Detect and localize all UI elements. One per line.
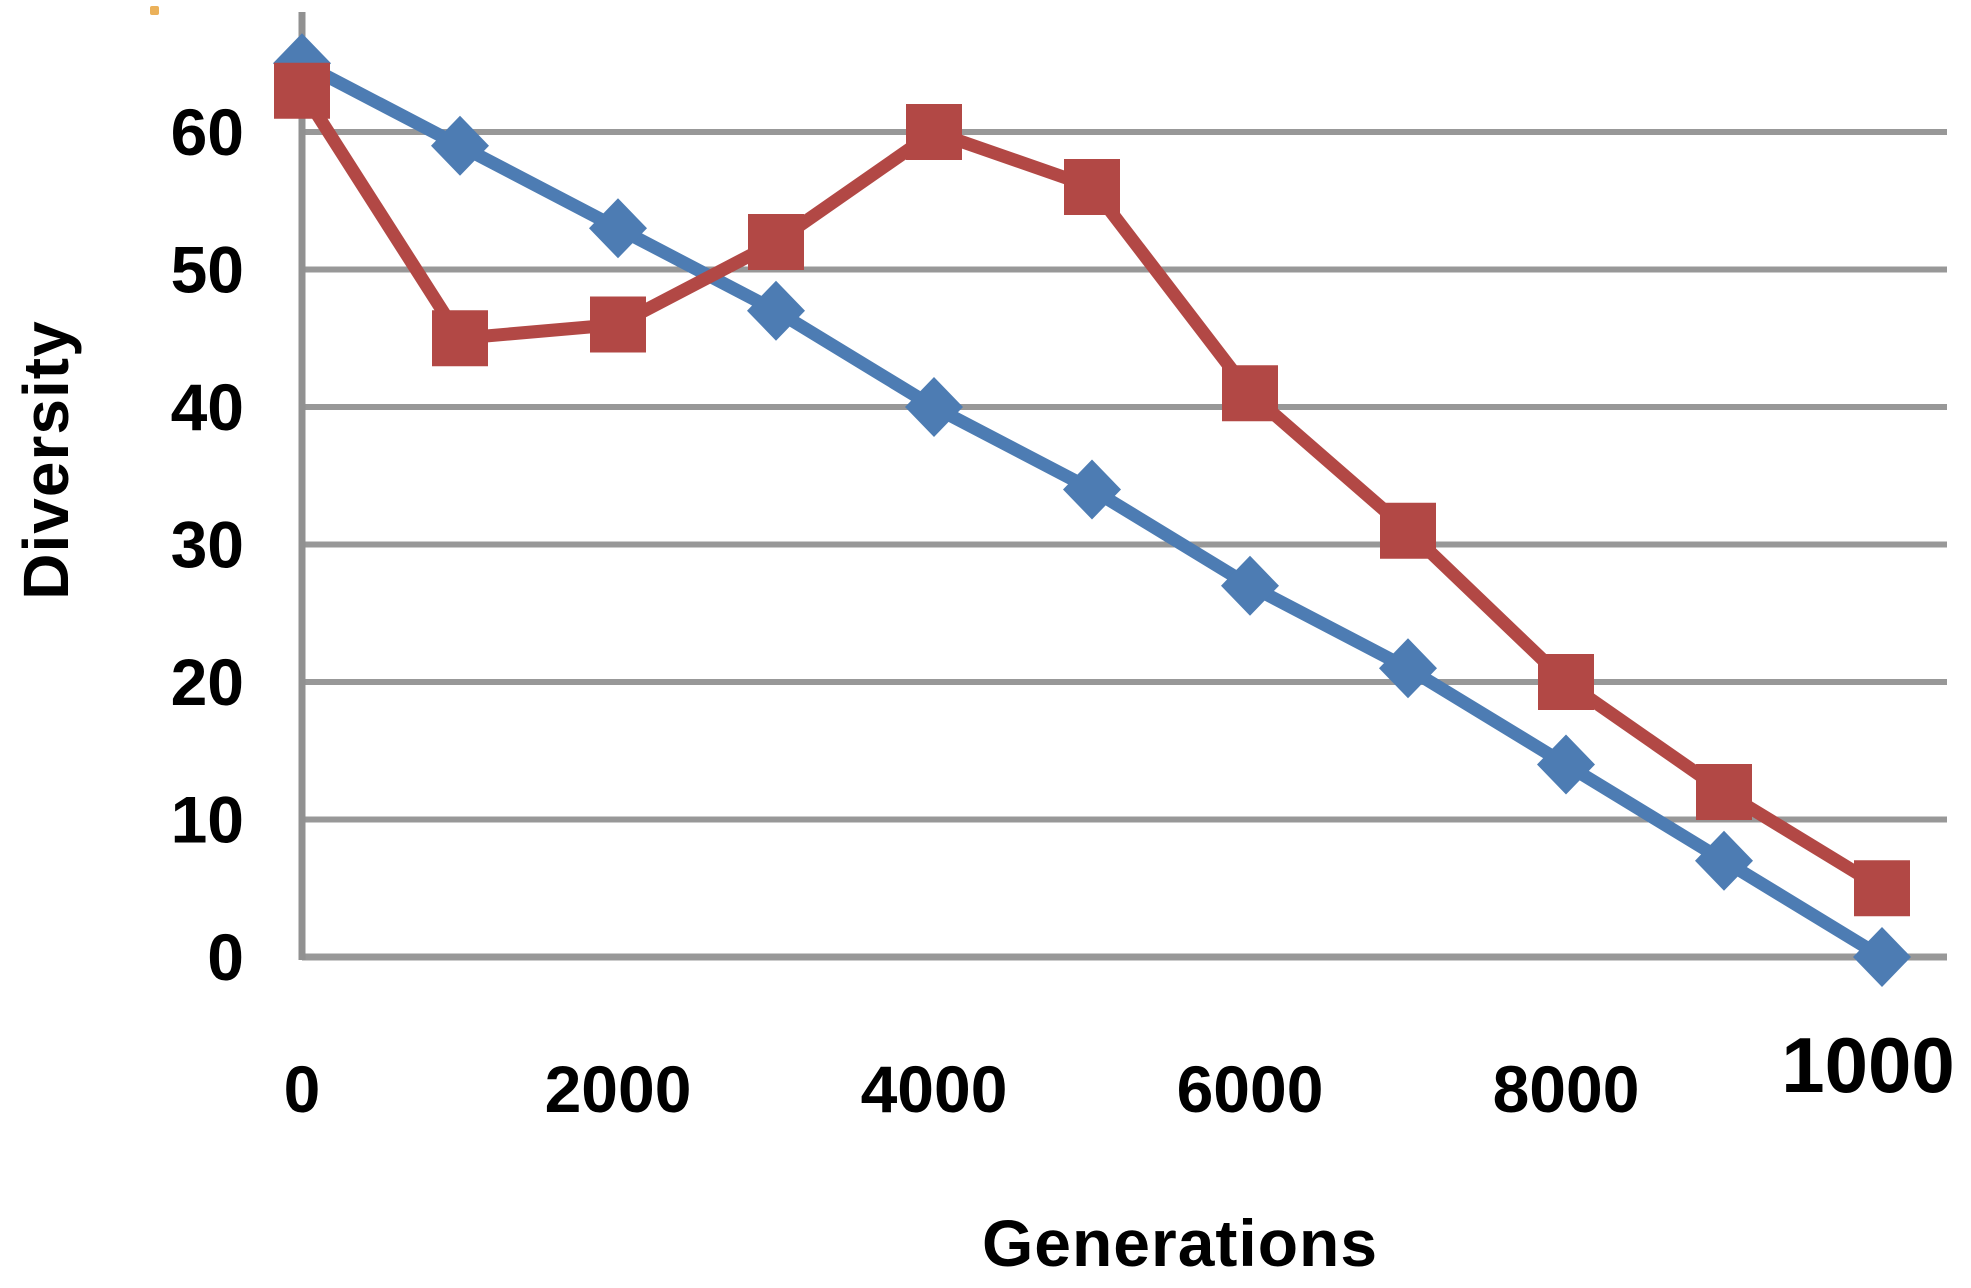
blue-diamond-series-marker [589,198,647,259]
x-tick-label: 6000 [1177,1052,1324,1126]
blue-diamond-series-marker [431,115,489,176]
y-axis-title: Diversity [10,320,82,600]
stray-pixel-artifact [150,6,159,15]
blue-diamond-series-marker [747,280,805,341]
y-tick-label: 0 [207,920,244,994]
blue-diamond-series-marker [1221,555,1279,616]
red-square-series-marker [274,62,330,119]
y-tick-label: 40 [171,370,244,444]
y-tick-label: 60 [171,95,244,169]
x-tick-label: 0 [284,1052,321,1126]
blue-diamond-series-marker [1853,927,1911,987]
y-tick-label: 10 [171,783,244,857]
red-square-series-marker [590,296,646,353]
y-tick-label: 30 [171,508,244,582]
y-tick-label: 20 [171,645,244,719]
blue-diamond-series-marker [1063,459,1121,520]
red-square-series-marker [1064,159,1120,215]
red-square-series-marker [748,214,804,270]
blue-diamond-series-marker [1379,638,1437,699]
blue-diamond-series-marker [1537,734,1595,795]
x-axis-title: Generations [981,1206,1379,1280]
red-square-series-marker [432,310,488,367]
blue-diamond-series-marker [1695,830,1753,891]
red-square-series-marker [1222,365,1278,422]
blue-diamond-series-marker [905,377,963,437]
y-tick-label: 50 [171,233,244,307]
red-square-series-marker [1696,764,1752,820]
x-tick-label: 1000 [1781,1021,1955,1109]
x-tick-label: 8000 [1493,1052,1640,1126]
x-tick-label: 2000 [545,1052,692,1126]
red-square-series-marker [1380,502,1436,559]
red-square-series-marker [1854,860,1910,917]
x-tick-label: 4000 [861,1052,1008,1126]
red-square-series-marker [906,104,962,160]
red-square-series-marker [1538,654,1594,710]
